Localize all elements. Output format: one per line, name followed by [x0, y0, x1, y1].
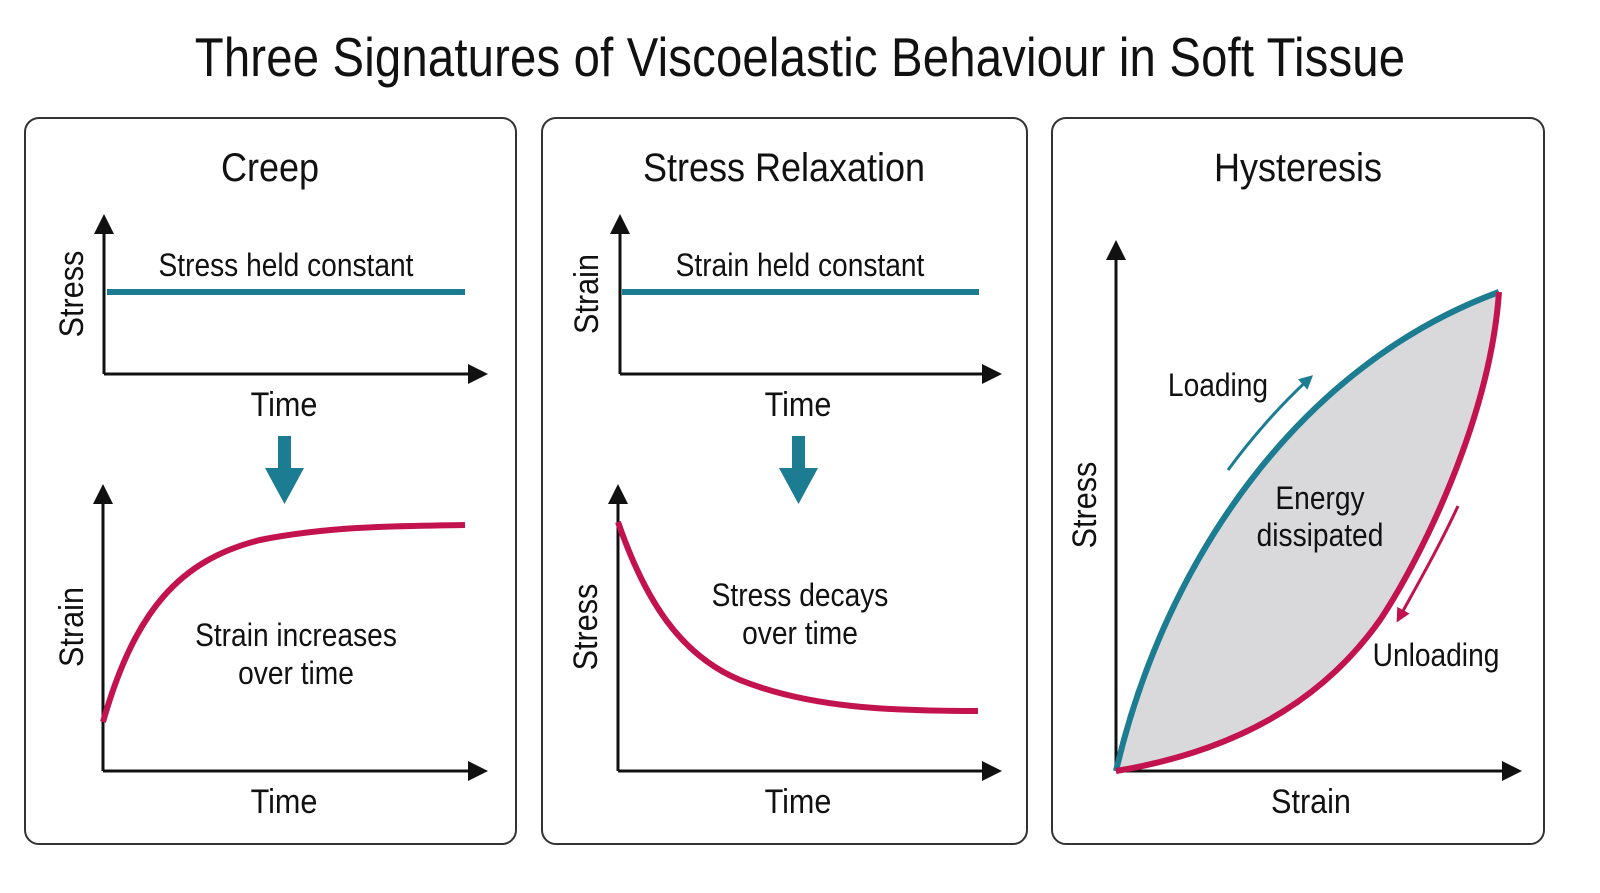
- panel-hysteresis: [1051, 117, 1545, 845]
- energy-label-line1: Energy: [1275, 481, 1364, 516]
- creep-strain-curve: [100, 522, 466, 723]
- relax-bottom-x-label: Time: [765, 783, 832, 821]
- creep-top-note: Stress held constant: [158, 248, 414, 283]
- creep-top-x-label: Time: [251, 386, 318, 424]
- creep-bottom-note-line1: Strain increases: [195, 618, 397, 653]
- relax-top-note: Strain held constant: [676, 248, 925, 283]
- relax-stress-curve: [615, 521, 979, 714]
- relax-bottom-note-line2: over time: [742, 616, 858, 651]
- creep-bottom-x-label: Time: [251, 783, 318, 821]
- relax-top-y-label: Strain: [568, 254, 606, 334]
- creep-bottom-y-label: Strain: [53, 587, 91, 667]
- relax-bottom-y-label: Stress: [567, 584, 605, 671]
- arrow-down-icon: [265, 436, 304, 504]
- unloading-curve: [1115, 291, 1502, 774]
- creep-heading: Creep: [221, 146, 319, 190]
- unloading-direction-arrow: [1396, 505, 1460, 623]
- relax-top-x-label: Time: [765, 386, 832, 424]
- relax-heading: Stress Relaxation: [643, 146, 925, 190]
- energy-dissipated-area: [1116, 292, 1499, 771]
- loading-label: Loading: [1168, 368, 1268, 403]
- loading-direction-arrow: [1226, 375, 1314, 471]
- arrow-down-icon: [779, 436, 818, 504]
- relax-bottom-note-line1: Stress decays: [712, 578, 889, 613]
- creep-bottom-note-line2: over time: [238, 656, 354, 691]
- energy-label-line2: dissipated: [1257, 518, 1384, 553]
- hyst-y-label: Stress: [1066, 462, 1104, 549]
- creep-top-y-label: Stress: [53, 251, 91, 338]
- figure-title: Three Signatures of Viscoelastic Behavio…: [194, 26, 1406, 88]
- unloading-label: Unloading: [1373, 638, 1500, 673]
- loading-curve: [1113, 289, 1501, 772]
- hyst-heading: Hysteresis: [1214, 146, 1382, 190]
- hyst-x-label: Strain: [1271, 783, 1351, 821]
- panel-creep: [24, 117, 517, 845]
- panel-stress-relaxation: [541, 117, 1028, 845]
